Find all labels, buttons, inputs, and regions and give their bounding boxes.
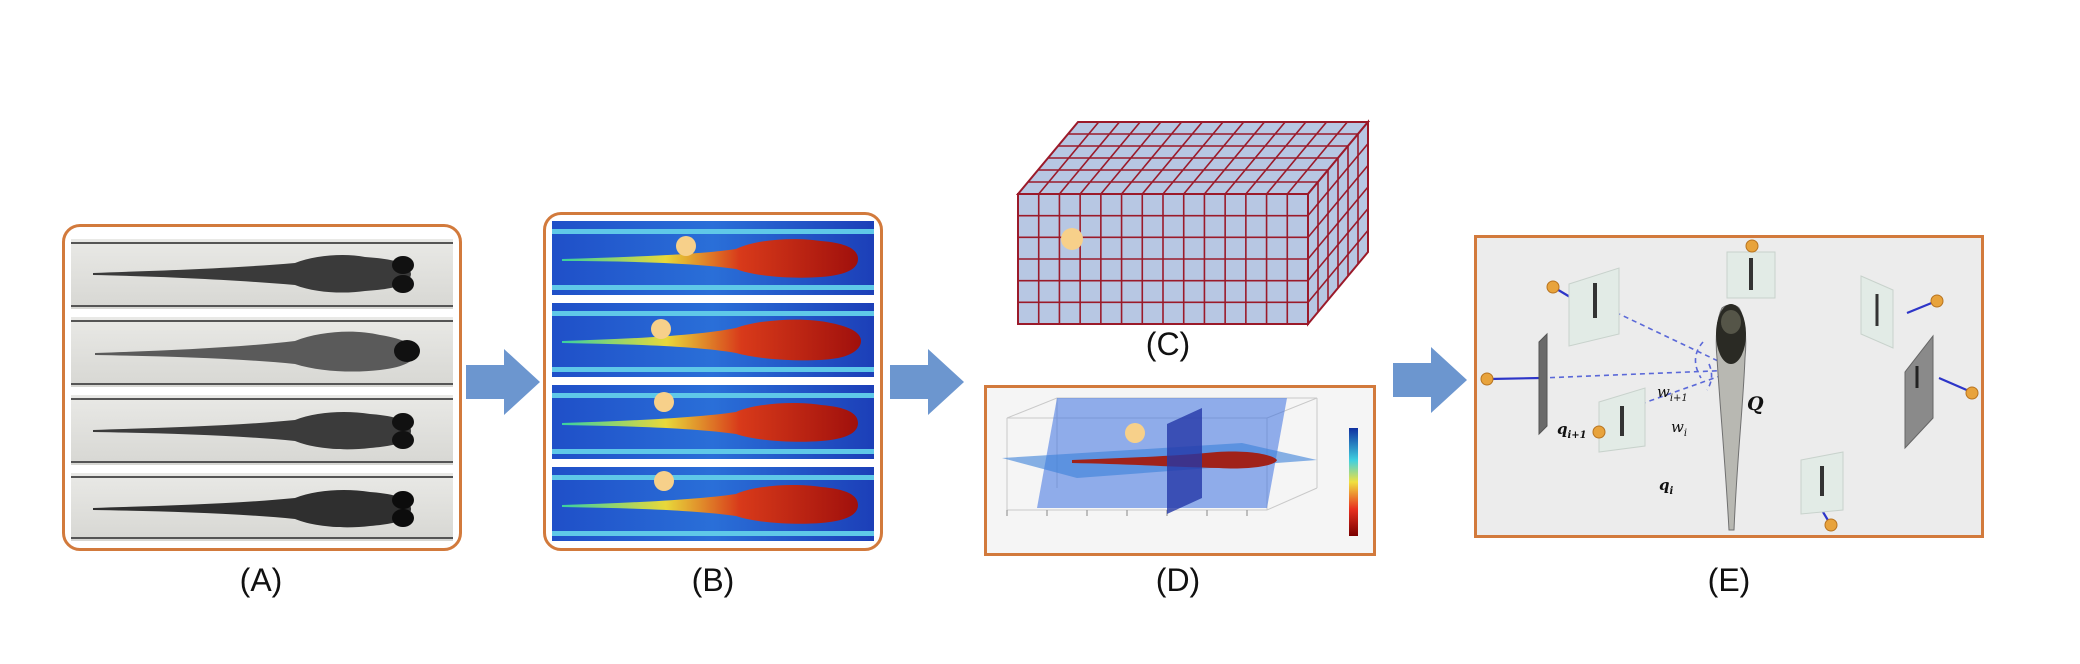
fish-image-1 — [71, 239, 453, 309]
heatmap-image-2 — [552, 303, 874, 377]
marker-dot — [654, 471, 674, 491]
brightfield-fish-stack — [71, 239, 453, 541]
heatmap-image-4 — [552, 467, 874, 541]
heatmap-fish-stack — [552, 221, 874, 541]
volume-marker-dot — [1125, 423, 1145, 443]
label-w-next: wi+1 — [1657, 383, 1688, 404]
grid-line — [1307, 208, 1369, 282]
camera-icon — [1592, 425, 1606, 439]
label-w-i: wi — [1671, 418, 1687, 439]
grid-line — [1307, 229, 1369, 303]
caption-e: (E) — [1707, 562, 1751, 598]
fish-image-2 — [71, 317, 453, 387]
voxel-grid-box — [1016, 119, 1371, 327]
image-plane — [1538, 332, 1548, 436]
caption-d: (D) — [1155, 562, 1201, 598]
fish-3d-model — [1715, 304, 1747, 531]
grid-line — [1307, 186, 1369, 260]
panel-d-volume-slices — [984, 385, 1376, 556]
label-q-next: qi+1 — [1557, 420, 1587, 441]
caption-b: (B) — [691, 562, 735, 598]
panel-b-heatmap-images — [543, 212, 883, 551]
right-arrow-icon — [466, 349, 540, 415]
marker-dot — [651, 319, 671, 339]
caption-c: (C) — [1145, 326, 1191, 362]
voxel-grid — [1016, 119, 1371, 327]
camera-icon — [1480, 372, 1494, 386]
image-plane — [1860, 275, 1894, 349]
marker-dot — [676, 236, 696, 256]
image-plane — [1904, 334, 1934, 450]
panel-a-brightfield-images — [62, 224, 462, 551]
image-plane — [1568, 267, 1620, 347]
colorbar — [1349, 428, 1358, 536]
image-plane — [1726, 251, 1776, 299]
image-plane — [1800, 451, 1844, 515]
fish-image-4 — [71, 473, 453, 541]
caption-a: (A) — [239, 562, 283, 598]
camera-icon — [1930, 294, 1944, 308]
right-arrow-icon — [1393, 347, 1467, 413]
image-plane — [1598, 387, 1646, 453]
label-q-i: qi — [1659, 476, 1674, 497]
fish-image-3 — [71, 395, 453, 465]
camera-icon — [1546, 280, 1560, 294]
voxel-marker-dot — [1061, 228, 1083, 250]
heatmap-image-1 — [552, 221, 874, 295]
camera-icon — [1745, 239, 1759, 253]
heatmap-image-3 — [552, 385, 874, 459]
projection-scene: Q wi+1 wi qi+1 qi — [1480, 239, 1979, 532]
volume-slice-plot — [987, 388, 1373, 553]
label-q-point: Q — [1747, 393, 1764, 415]
camera-icon — [1965, 386, 1979, 400]
panel-e-multiview-projection: Q wi+1 wi qi+1 qi — [1474, 235, 1984, 538]
camera-icon — [1824, 518, 1838, 532]
right-arrow-icon — [890, 349, 964, 415]
grid-line — [1307, 143, 1369, 217]
marker-dot — [654, 392, 674, 412]
grid-line — [1307, 164, 1369, 238]
